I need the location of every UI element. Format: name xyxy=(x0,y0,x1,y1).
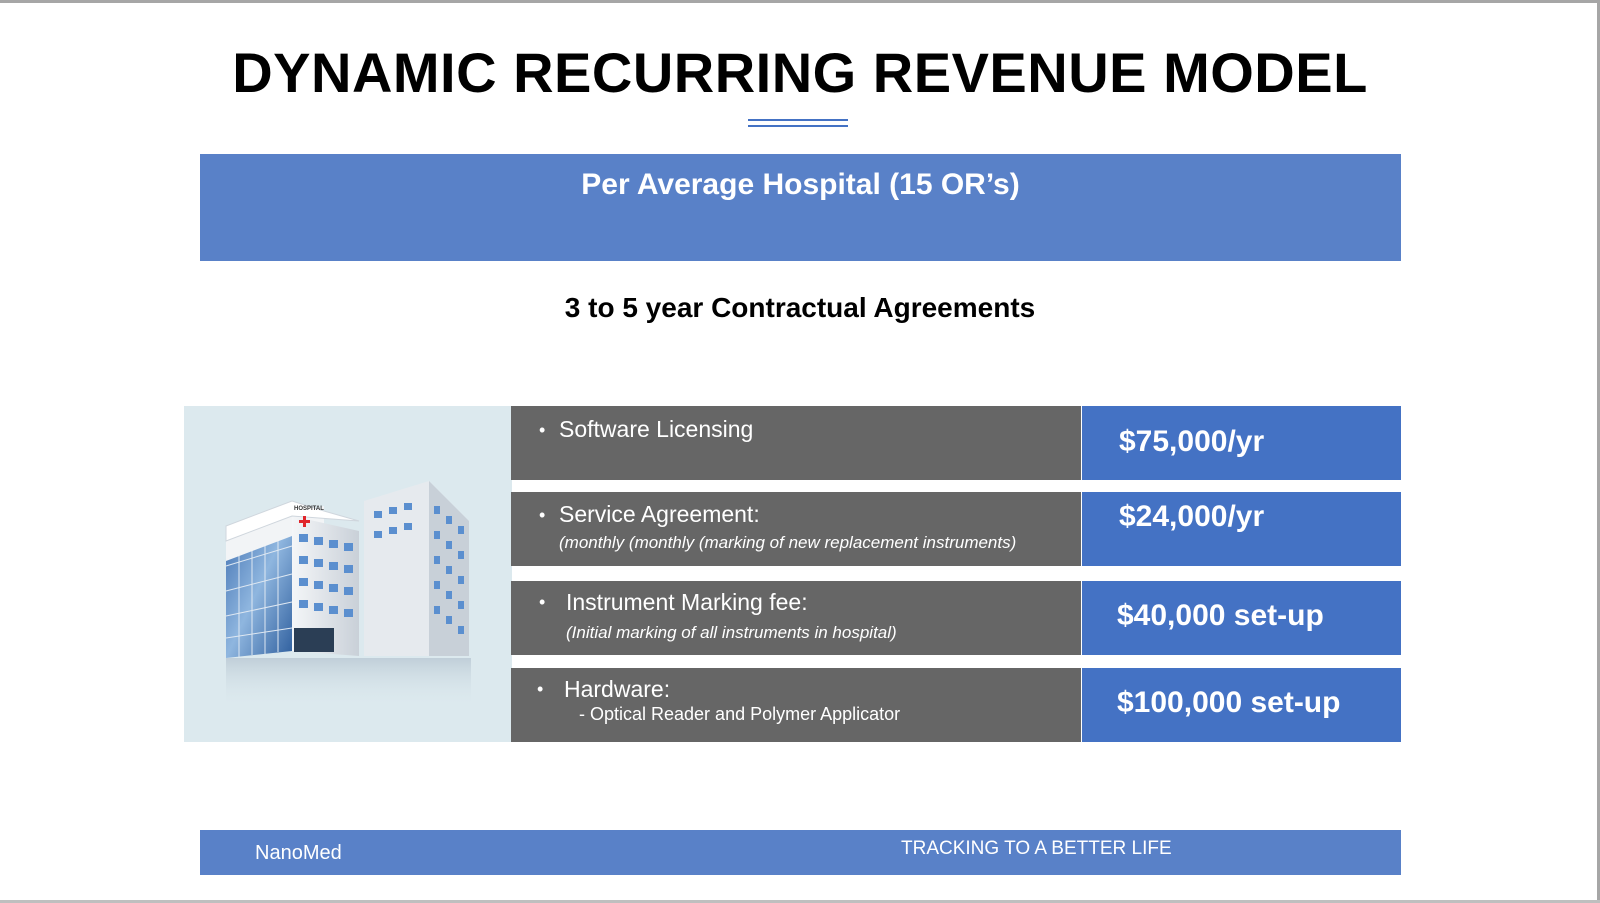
bullet: • xyxy=(539,592,546,612)
row-label: Instrument Marking fee: xyxy=(566,589,808,615)
price-value: $100,000 set-up xyxy=(1117,686,1341,719)
header-text: Per Average Hospital (15 OR’s) xyxy=(581,168,1020,201)
slide-title: DYNAMIC RECURRING REVENUE MODEL xyxy=(232,41,1368,104)
row-hardware: • Hardware: - Optical Reader and Polymer… xyxy=(511,668,1081,742)
price-hardware: $100,000 set-up xyxy=(1082,668,1401,742)
row-label: Software Licensing xyxy=(559,416,754,442)
bullet: • xyxy=(537,679,544,699)
title-underline xyxy=(748,125,848,127)
price-value: $40,000 set-up xyxy=(1117,599,1324,632)
row-label: Service Agreement: xyxy=(559,501,760,527)
slide-frame-top xyxy=(0,0,1600,3)
hospital-building-icon: HOSPITAL xyxy=(225,481,471,708)
subtitle: 3 to 5 year Contractual Agreements xyxy=(564,292,1036,323)
bullet: • xyxy=(539,505,546,525)
row-sub: - Optical Reader and Polymer Applicator xyxy=(579,704,901,724)
row-label: Hardware: xyxy=(564,676,671,702)
hospital-sign-text: HOSPITAL xyxy=(294,506,324,512)
price-service-agreement: $24,000/yr xyxy=(1082,492,1401,566)
row-note: (monthly (monthly (marking of new replac… xyxy=(559,533,1017,552)
row-software-licensing: • Software Licensing xyxy=(511,406,1081,480)
row-service-agreement: • Service Agreement: (monthly (monthly (… xyxy=(511,492,1081,566)
price-instrument-marking-fee: $40,000 set-up xyxy=(1082,581,1401,655)
header-band: Per Average Hospital (15 OR’s) xyxy=(200,154,1401,261)
slide-frame-right xyxy=(1597,0,1600,903)
footer-tagline: TRACKING TO A BETTER LIFE xyxy=(901,838,1172,859)
footer-company: NanoMed xyxy=(255,842,342,864)
price-software-licensing: $75,000/yr xyxy=(1082,406,1401,480)
slide-frame-bottom xyxy=(0,900,1600,903)
hospital-image: HOSPITAL xyxy=(184,406,512,742)
price-value: $24,000/yr xyxy=(1119,500,1265,533)
title-underline xyxy=(748,119,848,121)
row-instrument-marking-fee: • Instrument Marking fee: (Initial marki… xyxy=(511,581,1081,655)
price-value: $75,000/yr xyxy=(1119,425,1265,458)
footer-band: NanoMed TRACKING TO A BETTER LIFE xyxy=(200,830,1401,875)
row-note: (Initial marking of all instruments in h… xyxy=(566,623,897,642)
bullet: • xyxy=(539,420,546,440)
